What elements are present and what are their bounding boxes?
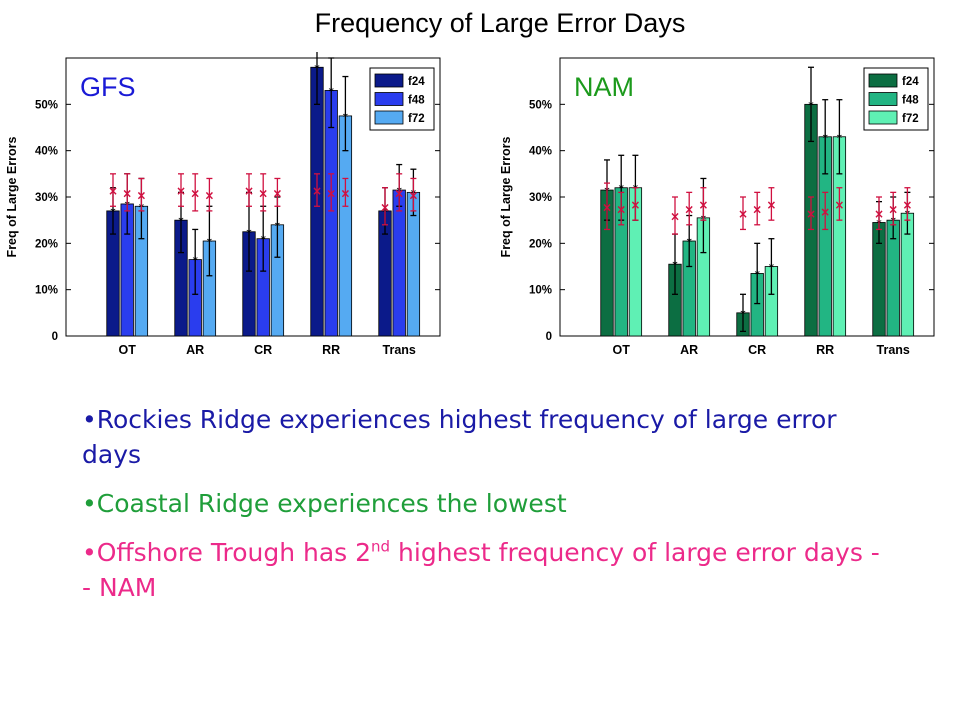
nam-ytick-label: 30% — [529, 192, 552, 204]
nam-ytick-label: 0 — [546, 331, 552, 343]
gfs-bar-marker: * — [314, 63, 320, 74]
nam-ref-marker: × — [698, 198, 708, 212]
gfs-xtick-label: AR — [186, 343, 204, 357]
nam-ref-marker: × — [874, 207, 884, 221]
nam-legend-label: f24 — [902, 76, 919, 88]
nam-ref-marker: × — [684, 203, 694, 217]
gfs-bar — [392, 189, 406, 337]
gfs-xtick-label: Trans — [383, 343, 416, 357]
nam-bar-marker: * — [837, 133, 843, 144]
nam-ref-marker: × — [602, 200, 612, 214]
nam-xtick-label: Trans — [877, 343, 910, 357]
gfs-xtick-label: RR — [322, 343, 340, 357]
gfs-bar-marker: * — [110, 207, 116, 218]
nam-ref-marker: × — [902, 198, 912, 212]
nam-legend-swatch — [868, 110, 898, 125]
gfs-ytick-label: 50% — [35, 99, 58, 111]
gfs-ref-marker: × — [244, 184, 254, 198]
gfs-legend-label: f48 — [408, 95, 425, 107]
gfs-ref-marker: × — [380, 200, 390, 214]
gfs-ref-marker: × — [258, 186, 268, 200]
gfs-legend-swatch — [374, 73, 404, 88]
gfs-legend-swatch — [374, 110, 404, 125]
bullet-coastal-ridge: •Coastal Ridge experiences the lowest — [82, 489, 567, 518]
gfs-bar-marker: * — [343, 112, 349, 123]
gfs-ref-marker: × — [204, 189, 214, 203]
gfs-ref-marker: × — [122, 186, 132, 200]
nam-ytick-label: 20% — [529, 238, 552, 250]
gfs-bar-marker: * — [275, 221, 281, 232]
gfs-xtick-label: CR — [254, 343, 272, 357]
nam-bar-marker: * — [808, 100, 814, 111]
gfs-ref-marker: × — [340, 186, 350, 200]
gfs-legend-label: f24 — [408, 76, 425, 88]
gfs-legend-label: f72 — [408, 113, 425, 125]
gfs-ytick-label: 40% — [35, 146, 58, 158]
nam-ref-marker: × — [752, 203, 762, 217]
gfs-ref-marker: × — [408, 189, 418, 203]
nam-ref-marker: × — [616, 203, 626, 217]
bullet-offshore-trough: •Offshore Trough has 2nd highest frequen… — [82, 535, 882, 605]
gfs-ref-marker: × — [190, 186, 200, 200]
nam-ytick-label: 10% — [529, 285, 552, 297]
nam-ref-marker: × — [834, 198, 844, 212]
gfs-bar-marker: * — [329, 86, 335, 97]
nam-bar-marker: * — [687, 237, 693, 248]
nam-ref-marker: × — [766, 198, 776, 212]
nam-xtick-label: AR — [680, 343, 698, 357]
bullet-list: •Rockies Ridge experiences highest frequ… — [82, 402, 882, 619]
gfs-ytick-label: 30% — [35, 192, 58, 204]
nam-ref-marker: × — [806, 207, 816, 221]
gfs-chart: 0 10% 20% 30% 40% 50% Freq of Large Errors OT * ×… — [5, 52, 441, 357]
nam-panel-label: NAM — [574, 72, 634, 102]
nam-ref-marker: × — [888, 203, 898, 217]
gfs-ref-marker: × — [394, 186, 404, 200]
gfs-ref-marker: × — [108, 184, 118, 198]
gfs-bar-marker: * — [207, 237, 213, 248]
gfs-ref-marker: × — [272, 186, 282, 200]
nam-legend-swatch — [868, 73, 898, 88]
nam-ref-marker: × — [670, 210, 680, 224]
nam-legend-label: f48 — [902, 95, 919, 107]
nam-bar-marker: * — [740, 309, 746, 320]
gfs-ytick-label: 10% — [35, 285, 58, 297]
gfs-ref-marker: × — [176, 184, 186, 198]
gfs-ref-marker: × — [326, 186, 336, 200]
gfs-bar-marker: * — [178, 216, 184, 227]
nam-ref-marker: × — [820, 205, 830, 219]
bullet-offshore-trough-sup: nd — [371, 537, 391, 556]
gfs-bar-marker: * — [193, 256, 199, 267]
nam-xtick-label: CR — [748, 343, 766, 357]
gfs-ytick-label: 0 — [52, 331, 58, 343]
nam-ylabel: Freq of Large Errors — [499, 137, 513, 258]
nam-ytick-label: 40% — [529, 146, 552, 158]
gfs-ref-marker: × — [136, 189, 146, 203]
nam-bar-marker: * — [769, 263, 775, 274]
gfs-xtick-label: OT — [119, 343, 137, 357]
gfs-ref-marker: × — [312, 184, 322, 198]
gfs-bar-marker: * — [261, 235, 267, 246]
nam-bar-marker: * — [619, 184, 625, 195]
bullet-offshore-trough-pre: •Offshore Trough has 2 — [82, 538, 372, 567]
gfs-ytick-label: 20% — [35, 238, 58, 250]
slide-title: Frequency of Large Error Days — [314, 8, 686, 38]
nam-xtick-label: OT — [613, 343, 631, 357]
nam-legend-swatch — [868, 92, 898, 106]
gfs-bar-marker: * — [246, 228, 252, 239]
nam-bar-marker: * — [823, 133, 829, 144]
nam-chart: 0 10% 20% 30% 40% 50% Freq of Large Errors OT * ×… — [499, 57, 935, 357]
bullet-rockies-ridge: •Rockies Ridge experiences highest frequ… — [82, 405, 837, 469]
gfs-ylabel: Freq of Large Errors — [5, 137, 19, 258]
bullet-offshore-trough-post: highest frequency of large error days --… — [82, 538, 880, 602]
nam-ytick-label: 50% — [529, 99, 552, 111]
nam-ref-marker: × — [738, 207, 748, 221]
gfs-panel-label: GFS — [80, 72, 136, 102]
nam-ref-marker: × — [630, 198, 640, 212]
nam-legend-label: f72 — [902, 113, 919, 125]
nam-bar-marker: * — [755, 269, 761, 280]
nam-bar-marker: * — [672, 260, 678, 271]
gfs-legend-swatch — [374, 92, 404, 106]
nam-xtick-label: RR — [816, 343, 834, 357]
